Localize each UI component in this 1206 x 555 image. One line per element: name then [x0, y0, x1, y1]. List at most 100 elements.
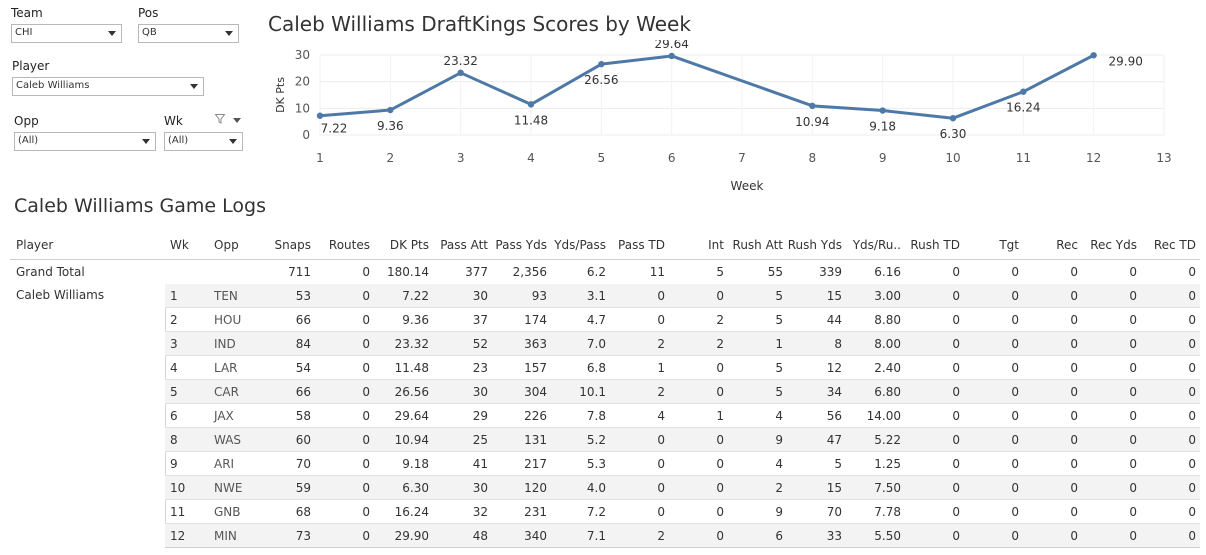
- cell-recyds: 0: [1129, 313, 1137, 327]
- cell-routes: 0: [362, 505, 370, 519]
- data-label: 23.32: [443, 54, 477, 68]
- header-tgt: Tgt: [999, 238, 1019, 252]
- data-label: 26.56: [584, 73, 618, 87]
- table-row: 10 NWE 59 0 6.30 30 120 4.0 0 0 2 15 7.50 0 0 0 0 0: [165, 476, 1200, 500]
- cell-rectd: 0: [1188, 481, 1196, 495]
- data-point: [949, 115, 957, 122]
- cell-ydspass: 7.2: [586, 505, 606, 519]
- header-int: Int: [708, 238, 724, 252]
- cell-rushtd: 0: [952, 337, 960, 351]
- cell-routes: 0: [362, 409, 370, 423]
- cell-recyds: 0: [1129, 457, 1137, 471]
- wk-dropdown[interactable]: (All): [164, 132, 243, 151]
- grand-total-rushyds: 339: [819, 265, 842, 279]
- header-rectd: Rec TD: [1153, 238, 1196, 252]
- opp-dropdown[interactable]: (All): [14, 132, 156, 151]
- filter-funnel-icon[interactable]: [215, 114, 225, 124]
- cell-opp: NWE: [214, 481, 243, 495]
- cell-int: 1: [716, 409, 724, 423]
- player-filter-label: Player: [12, 59, 50, 73]
- cell-rec: 0: [1070, 457, 1078, 471]
- cell-opp: ARI: [214, 457, 235, 471]
- cell-ydspass: 7.0: [586, 337, 606, 351]
- y-axis-title: DK Pts: [274, 77, 287, 113]
- player-dropdown[interactable]: Caleb Williams: [12, 77, 204, 96]
- cell-dkpts: 16.24: [394, 505, 429, 519]
- header-rushatt: Rush Att: [732, 238, 783, 252]
- cell-passatt: 48: [472, 529, 488, 543]
- cell-rushyds: 44: [826, 313, 842, 327]
- data-label: 7.22: [321, 122, 348, 136]
- cell-rushatt: 4: [775, 409, 783, 423]
- cell-wk: 9: [170, 457, 178, 471]
- cell-tgt: 0: [1011, 385, 1019, 399]
- cell-rectd: 0: [1188, 505, 1196, 519]
- cell-rectd: 0: [1188, 385, 1196, 399]
- header-rushyds: Rush Yds: [787, 238, 842, 252]
- opp-filter-label: Opp: [14, 114, 39, 128]
- cell-passtd: 0: [657, 289, 665, 303]
- cell-ydsrush: 6.80: [874, 385, 901, 399]
- cell-dkpts: 6.30: [402, 481, 429, 495]
- x-tick-label: 9: [879, 151, 887, 165]
- cell-passyds: 120: [524, 481, 547, 495]
- team-dropdown[interactable]: CHI: [11, 24, 122, 43]
- table-row: 4 LAR 54 0 11.48 23 157 6.8 1 0 5 12 2.40 0 0 0 0 0: [165, 356, 1200, 380]
- cell-routes: 0: [362, 457, 370, 471]
- cell-passyds: 226: [524, 409, 547, 423]
- cell-ydspass: 4.0: [586, 481, 606, 495]
- cell-rectd: 0: [1188, 289, 1196, 303]
- cell-ydsrush: 3.00: [874, 289, 901, 303]
- cell-passtd: 0: [657, 457, 665, 471]
- header-dkpts: DK Pts: [389, 238, 429, 252]
- header-rushtd: Rush TD: [910, 238, 960, 252]
- cell-passatt: 37: [472, 313, 488, 327]
- opp-dropdown-value: (All): [18, 135, 39, 146]
- cell-ydsrush: 5.50: [874, 529, 901, 543]
- grand-total-row: Grand Total 711 0 180.14 377 2,356 6.2 11 5 55 339…: [10, 260, 1200, 284]
- wk-filter-label: Wk: [164, 114, 183, 128]
- cell-passyds: 131: [524, 433, 547, 447]
- cell-rec: 0: [1070, 433, 1078, 447]
- grand-total-label: Grand Total: [16, 265, 85, 279]
- cell-passtd: 2: [657, 385, 665, 399]
- cell-routes: 0: [362, 289, 370, 303]
- cell-dkpts: 29.90: [394, 529, 429, 543]
- filter-menu-caret-icon[interactable]: [233, 118, 241, 123]
- header-passyds: Pass Yds: [495, 238, 547, 252]
- cell-int: 0: [716, 433, 724, 447]
- cell-int: 0: [716, 457, 724, 471]
- cell-dkpts: 9.36: [402, 313, 429, 327]
- x-axis-title: Week: [731, 179, 764, 193]
- cell-ydsrush: 8.00: [874, 337, 901, 351]
- cell-snaps: 66: [295, 385, 311, 399]
- cell-opp: HOU: [214, 313, 242, 327]
- y-tick-label: 20: [295, 75, 310, 89]
- cell-rushtd: 0: [952, 505, 960, 519]
- cell-snaps: 54: [295, 361, 311, 375]
- cell-dkpts: 9.18: [402, 457, 429, 471]
- cell-int: 2: [716, 337, 724, 351]
- cell-opp: GNB: [214, 505, 241, 519]
- chevron-down-icon: [142, 139, 150, 144]
- cell-rec: 0: [1070, 385, 1078, 399]
- cell-snaps: 68: [295, 505, 311, 519]
- cell-passyds: 93: [531, 289, 547, 303]
- cell-dkpts: 7.22: [402, 289, 429, 303]
- cell-rec: 0: [1070, 529, 1078, 543]
- y-tick-label: 0: [302, 128, 310, 142]
- data-label: 11.48: [514, 113, 548, 127]
- header-player: Player: [16, 238, 54, 252]
- cell-rectd: 0: [1188, 457, 1196, 471]
- cell-rushatt: 5: [775, 385, 783, 399]
- table-bottom-border: [165, 547, 1200, 548]
- cell-int: 2: [716, 313, 724, 327]
- cell-passtd: 2: [657, 529, 665, 543]
- cell-dkpts: 11.48: [394, 361, 429, 375]
- wk-dropdown-value: (All): [168, 135, 189, 146]
- chevron-down-icon: [108, 31, 116, 36]
- pos-dropdown[interactable]: QB: [138, 24, 239, 43]
- cell-snaps: 73: [295, 529, 311, 543]
- cell-rec: 0: [1070, 313, 1078, 327]
- cell-recyds: 0: [1129, 505, 1137, 519]
